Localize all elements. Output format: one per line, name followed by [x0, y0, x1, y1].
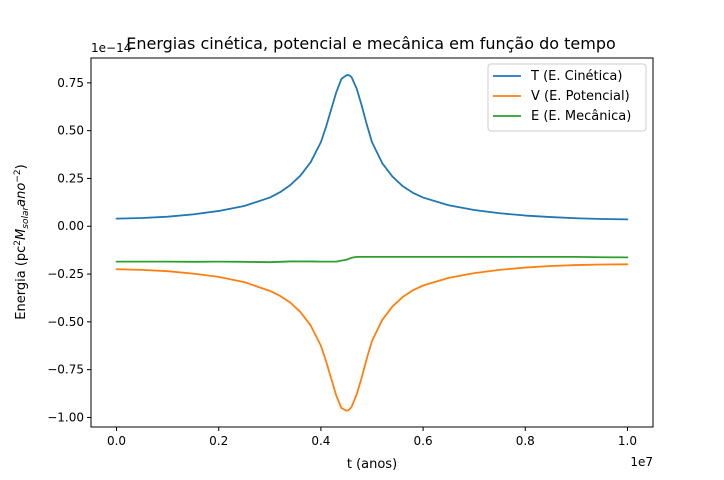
legend-box [487, 63, 647, 132]
legend-label-1: V (E. Potencial) [531, 89, 630, 104]
x-tick-label: 0.2 [209, 434, 228, 448]
x-tick-label: 1.0 [618, 434, 637, 448]
x-axis-label: t (anos) [347, 457, 397, 472]
y-tick-label: 0.00 [57, 219, 84, 233]
axes-frame [90, 57, 654, 428]
x-tick-label: 0.4 [311, 434, 330, 448]
y-tick-label: −1.00 [47, 410, 84, 424]
y-tick-label: 0.50 [57, 124, 84, 138]
x-tick-label: 0.8 [516, 434, 535, 448]
x-tick-label: 0.0 [107, 434, 126, 448]
series-line-0 [115, 74, 629, 221]
y-axis-label-italic2: ano [14, 183, 29, 207]
y-axis-label-sub: solar [21, 206, 31, 229]
y-tick-label: −0.25 [47, 267, 84, 281]
series-layer [115, 74, 629, 412]
series-line-2 [115, 255, 629, 264]
chart-title: Energias cinética, potencial e mecânica … [126, 34, 616, 53]
y-tick-label: −0.50 [47, 315, 84, 329]
y-tick-label: 0.25 [57, 171, 84, 185]
y-tick-label: −0.75 [47, 363, 84, 377]
y-axis-label: Energia (pc2Msolarano−2) [13, 164, 31, 319]
ticks-layer: 0.0 0.2 0.4 0.6 0.8 1.0 0.75 0.50 0.25 0.00 −0.25 −… [47, 76, 637, 448]
y-axis-label-sup2: −2 [13, 169, 23, 182]
x-tick-label: 0.6 [414, 434, 433, 448]
series-line-1 [115, 263, 629, 412]
legend: T (E. Cinética) V (E. Potencial) E (E. Mec… [487, 63, 647, 132]
y-tick-label: 0.75 [57, 76, 84, 90]
y-axis-label-main: Energia (pc [14, 246, 29, 320]
y-axis-label-italic: M [14, 229, 29, 240]
y-axis-label-close: ) [14, 164, 29, 169]
x-offset-label: 1e7 [630, 455, 653, 469]
legend-label-0: T (E. Cinética) [530, 69, 622, 84]
y-axis-label-sup1: 2 [13, 240, 23, 246]
legend-label-2: E (E. Mecânica) [531, 109, 631, 124]
y-offset-label: 1e−14 [91, 41, 131, 55]
